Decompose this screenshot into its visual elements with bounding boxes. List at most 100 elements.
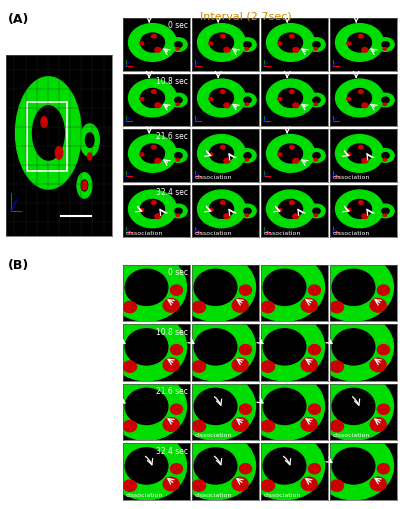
Circle shape [170,345,182,355]
Circle shape [194,270,237,306]
Circle shape [293,159,299,164]
Circle shape [261,420,274,432]
Circle shape [347,43,351,46]
Text: dissociation: dissociation [194,175,232,180]
Circle shape [80,125,99,157]
Circle shape [244,209,251,214]
Circle shape [263,448,306,484]
Circle shape [123,480,136,491]
Circle shape [170,39,187,52]
Circle shape [330,420,344,432]
Circle shape [362,48,368,53]
Circle shape [244,153,251,159]
Circle shape [358,35,363,39]
Circle shape [232,299,248,313]
Text: dissociation: dissociation [332,433,370,438]
Circle shape [140,145,164,163]
Circle shape [348,145,372,163]
Circle shape [170,286,182,296]
Circle shape [377,39,394,52]
Circle shape [378,345,390,355]
Circle shape [245,159,248,162]
Circle shape [332,270,375,306]
Circle shape [192,302,206,313]
Circle shape [175,98,182,104]
Circle shape [293,104,299,108]
Circle shape [332,388,375,425]
Circle shape [278,34,302,53]
Circle shape [244,254,324,322]
Circle shape [82,182,87,190]
Circle shape [261,361,274,373]
Circle shape [308,345,320,355]
Circle shape [244,314,324,381]
Circle shape [244,98,251,104]
Text: 32.4 sec: 32.4 sec [156,446,188,455]
Circle shape [192,361,206,373]
Text: 10.8 sec: 10.8 sec [156,77,188,86]
Text: dissociation: dissociation [332,175,370,180]
Circle shape [332,329,375,365]
Circle shape [239,39,256,52]
Text: dissociation: dissociation [194,433,232,438]
Circle shape [261,480,274,491]
Circle shape [106,432,186,500]
Circle shape [382,98,389,104]
Circle shape [358,146,363,150]
Circle shape [176,432,256,500]
Circle shape [198,24,246,62]
Circle shape [370,358,386,372]
Circle shape [290,91,294,94]
Circle shape [266,191,314,229]
Circle shape [175,153,182,159]
Circle shape [382,153,389,159]
Circle shape [301,418,317,432]
Circle shape [358,91,363,94]
Text: 10.8 sec: 10.8 sec [156,327,188,336]
Circle shape [348,34,372,53]
Text: (A): (A) [8,13,29,25]
Circle shape [176,214,180,217]
Circle shape [163,299,179,313]
Circle shape [301,477,317,491]
Circle shape [210,90,234,108]
Circle shape [232,477,248,491]
Circle shape [378,464,390,474]
Circle shape [278,145,302,163]
Circle shape [347,98,351,101]
Circle shape [155,104,161,108]
Circle shape [210,200,234,219]
Circle shape [240,345,252,355]
Circle shape [240,464,252,474]
Circle shape [209,43,213,46]
Circle shape [370,299,386,313]
Circle shape [370,418,386,432]
Circle shape [155,48,161,53]
Circle shape [290,202,294,205]
Circle shape [382,209,389,214]
Circle shape [378,404,390,414]
Circle shape [209,154,213,157]
Circle shape [220,146,225,150]
Circle shape [125,329,168,365]
Circle shape [232,358,248,372]
Circle shape [383,159,386,162]
Circle shape [128,80,176,118]
Circle shape [362,159,368,164]
Circle shape [245,104,248,106]
Circle shape [209,209,213,212]
Circle shape [140,200,164,219]
Circle shape [16,78,81,190]
Circle shape [106,314,186,381]
Text: dissociation: dissociation [125,492,162,497]
Circle shape [314,48,318,51]
Text: 21.6 sec: 21.6 sec [156,132,188,141]
Circle shape [128,24,176,62]
Circle shape [266,135,314,173]
Circle shape [378,286,390,296]
Circle shape [170,150,187,163]
Circle shape [125,270,168,306]
Circle shape [245,214,248,217]
Circle shape [140,98,144,101]
Text: dissociation: dissociation [263,230,300,235]
